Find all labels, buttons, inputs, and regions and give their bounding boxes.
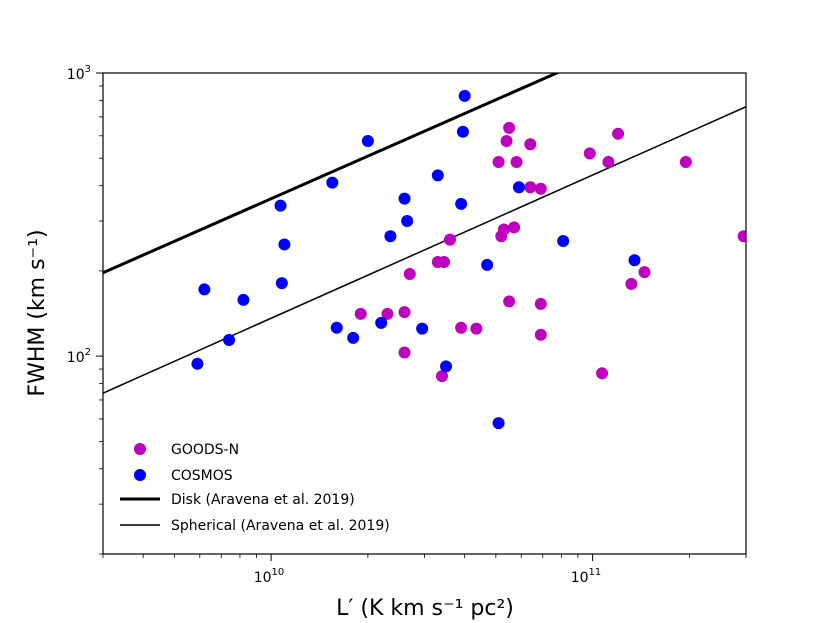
cosmos-point	[326, 176, 339, 189]
goods-n-point	[354, 307, 367, 320]
cosmos-point	[416, 322, 429, 335]
goods-n-point	[524, 181, 537, 194]
goods-n-point	[492, 155, 505, 168]
goods-n-point	[381, 307, 394, 320]
goods-n-point	[596, 367, 609, 380]
ytick-label-100: 102	[67, 347, 91, 366]
plot-area	[103, 73, 746, 430]
goods-n-point	[470, 322, 483, 335]
cosmos-point	[458, 89, 471, 102]
cosmos-point	[330, 321, 343, 334]
legend-label-spherical: Spherical (Aravena et al. 2019)	[171, 518, 390, 534]
cosmos-point	[557, 235, 570, 248]
cosmos-point	[237, 293, 250, 306]
cosmos-point	[431, 169, 444, 182]
cosmos-point	[198, 283, 211, 296]
goods-n-point	[524, 138, 537, 151]
goods-n-point	[503, 121, 516, 134]
cosmos-point	[275, 277, 288, 290]
goods-n-point	[503, 295, 516, 308]
goods-n-point	[508, 221, 521, 234]
goods-n-point	[534, 182, 547, 195]
goods-n-point	[625, 277, 638, 290]
goods-n-point	[438, 255, 451, 268]
goods-n-point	[534, 328, 547, 341]
cosmos-point	[375, 316, 388, 329]
legend-marker-goods-n	[134, 443, 146, 455]
goods-n-point	[398, 346, 411, 359]
xtick-label-1e11: 1011	[571, 567, 602, 586]
goods-n-point	[679, 155, 692, 168]
goods-n-point	[500, 135, 513, 148]
cosmos-point	[384, 230, 397, 243]
cosmos-point	[512, 181, 525, 194]
goods-n-point	[534, 297, 547, 310]
goods-n-point	[403, 268, 416, 281]
goods-n-point	[612, 127, 625, 140]
goods-n-point	[638, 266, 651, 279]
legend-marker-cosmos	[134, 469, 146, 481]
cosmos-point	[361, 135, 374, 148]
goods-n-point	[495, 230, 508, 243]
goods-n-point	[398, 306, 411, 319]
ytick-label-1000: 103	[67, 64, 91, 83]
goods-n-point	[510, 155, 523, 168]
cosmos-point	[347, 331, 360, 344]
legend-label-cosmos: COSMOS	[171, 468, 233, 484]
cosmos-point	[440, 360, 453, 373]
cosmos-point	[455, 197, 468, 210]
axis-ticks	[96, 72, 747, 561]
cosmos-point	[223, 334, 236, 347]
legend-label-goods-n: GOODS-N	[171, 442, 239, 458]
legend-label-disk: Disk (Aravena et al. 2019)	[171, 492, 355, 508]
goods-n-point	[443, 233, 456, 246]
cosmos-point	[456, 125, 469, 138]
goods-n-point	[583, 147, 596, 160]
spherical-model-line	[103, 106, 746, 394]
cosmos-point	[398, 192, 411, 205]
y-axis-title: FWHM (km s⁻¹)	[25, 229, 50, 396]
cosmos-point	[191, 357, 204, 370]
cosmos-point	[628, 254, 641, 267]
goods-n-point	[737, 230, 746, 243]
goods-n-point	[435, 370, 448, 383]
disk-model-line	[103, 73, 561, 275]
cosmos-point	[481, 258, 494, 271]
cosmos-point	[401, 215, 414, 228]
legend: GOODS-N COSMOS Disk (Aravena et al. 2019…	[120, 442, 390, 534]
cosmos-point	[492, 417, 505, 430]
xtick-label-1e10: 1010	[254, 567, 285, 586]
goods-n-point	[455, 321, 468, 334]
goods-n-point	[602, 155, 615, 168]
x-axis-title: L′ (K km s⁻¹ pc²)	[336, 596, 514, 621]
cosmos-point	[278, 238, 291, 251]
cosmos-point	[274, 199, 287, 212]
